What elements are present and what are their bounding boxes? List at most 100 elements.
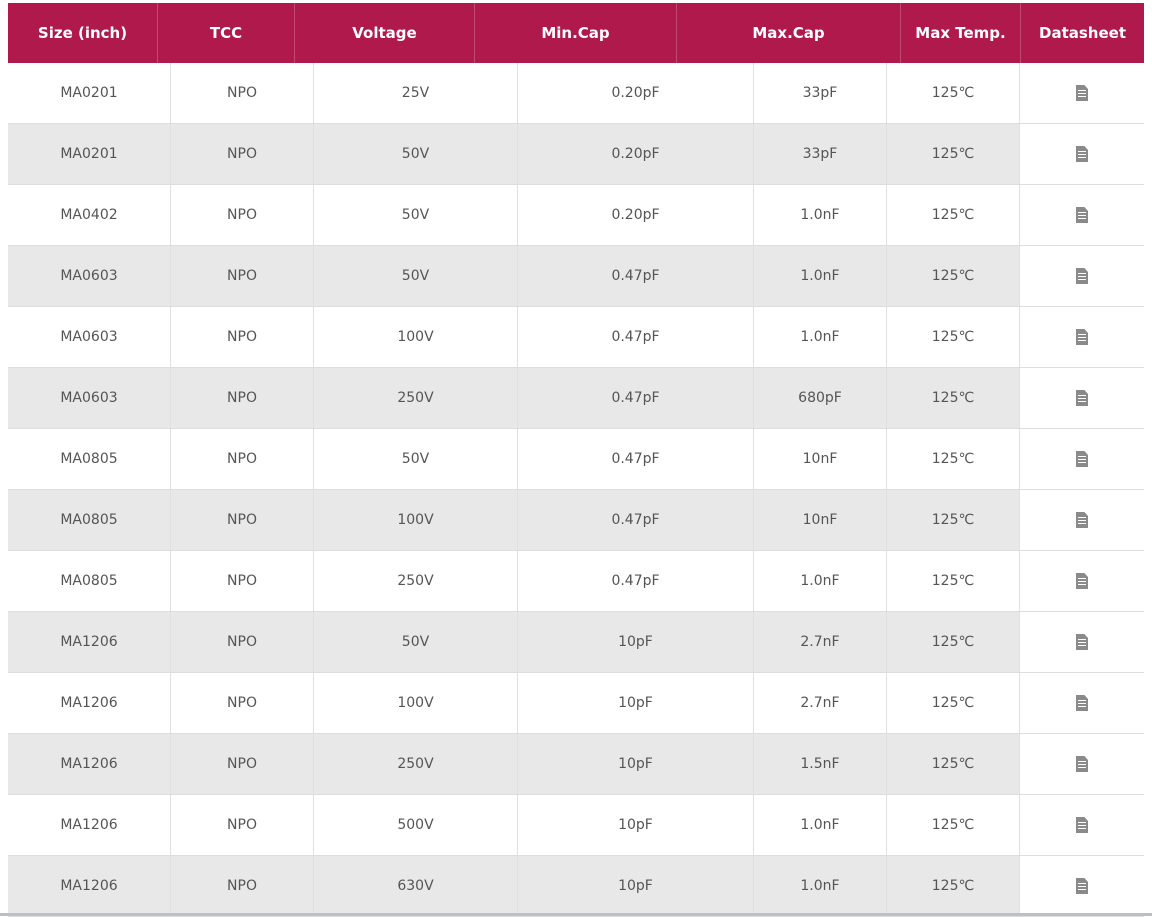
document-icon[interactable] [1076, 878, 1088, 894]
document-icon[interactable] [1076, 390, 1088, 406]
cell-datasheet[interactable] [1020, 673, 1144, 733]
cell-datasheet[interactable] [1020, 124, 1144, 184]
cell-max-cap: 1.0nF [754, 856, 887, 916]
cell-max-cap: 10nF [754, 429, 887, 489]
cell-voltage: 50V [314, 612, 518, 672]
cell-min-cap: 0.47pF [518, 429, 754, 489]
cell-min-cap: 0.47pF [518, 368, 754, 428]
cell-max-temp: 125℃ [887, 124, 1020, 184]
document-icon[interactable] [1076, 573, 1088, 589]
cell-datasheet[interactable] [1020, 429, 1144, 489]
cell-size: MA1206 [8, 795, 171, 855]
cell-min-cap: 0.20pF [518, 185, 754, 245]
cell-tcc: NPO [171, 612, 314, 672]
cell-datasheet[interactable] [1020, 185, 1144, 245]
cell-min-cap: 0.47pF [518, 307, 754, 367]
document-icon[interactable] [1076, 817, 1088, 833]
header-max-temp: Max Temp. [901, 3, 1021, 63]
cell-max-temp: 125℃ [887, 368, 1020, 428]
document-icon[interactable] [1076, 634, 1088, 650]
header-min-cap: Min.Cap [475, 3, 677, 63]
cell-datasheet[interactable] [1020, 490, 1144, 550]
cell-max-temp: 125℃ [887, 856, 1020, 916]
table-row: MA1206 NPO 100V 10pF 2.7nF 125℃ [8, 673, 1144, 734]
cell-size: MA0603 [8, 246, 171, 306]
cell-voltage: 250V [314, 734, 518, 794]
cell-voltage: 250V [314, 551, 518, 611]
cell-size: MA0805 [8, 551, 171, 611]
cell-voltage: 50V [314, 246, 518, 306]
cell-min-cap: 10pF [518, 856, 754, 916]
document-icon[interactable] [1076, 329, 1088, 345]
document-icon[interactable] [1076, 512, 1088, 528]
cell-tcc: NPO [171, 795, 314, 855]
cell-tcc: NPO [171, 307, 314, 367]
document-icon[interactable] [1076, 85, 1088, 101]
table-row: MA0805 NPO 250V 0.47pF 1.0nF 125℃ [8, 551, 1144, 612]
cell-min-cap: 10pF [518, 612, 754, 672]
cell-max-cap: 1.0nF [754, 795, 887, 855]
document-icon[interactable] [1076, 695, 1088, 711]
cell-max-temp: 125℃ [887, 429, 1020, 489]
header-size: Size (inch) [8, 3, 158, 63]
cell-size: MA0603 [8, 307, 171, 367]
cell-min-cap: 10pF [518, 673, 754, 733]
cell-tcc: NPO [171, 734, 314, 794]
cell-max-temp: 125℃ [887, 246, 1020, 306]
cell-max-cap: 33pF [754, 63, 887, 123]
cell-max-cap: 1.0nF [754, 185, 887, 245]
header-voltage: Voltage [295, 3, 475, 63]
cell-max-cap: 1.0nF [754, 307, 887, 367]
cell-datasheet[interactable] [1020, 368, 1144, 428]
cell-size: MA1206 [8, 734, 171, 794]
cell-min-cap: 10pF [518, 734, 754, 794]
table-row: MA1206 NPO 500V 10pF 1.0nF 125℃ [8, 795, 1144, 856]
cell-max-cap: 10nF [754, 490, 887, 550]
cell-min-cap: 0.47pF [518, 490, 754, 550]
cell-size: MA1206 [8, 673, 171, 733]
cell-tcc: NPO [171, 490, 314, 550]
cell-max-cap: 1.0nF [754, 246, 887, 306]
table-row: MA0201 NPO 25V 0.20pF 33pF 125℃ [8, 63, 1144, 124]
document-icon[interactable] [1076, 756, 1088, 772]
cell-datasheet[interactable] [1020, 307, 1144, 367]
cell-tcc: NPO [171, 429, 314, 489]
cell-size: MA0201 [8, 63, 171, 123]
cell-datasheet[interactable] [1020, 63, 1144, 123]
table-row: MA0603 NPO 50V 0.47pF 1.0nF 125℃ [8, 246, 1144, 307]
table-row: MA0603 NPO 100V 0.47pF 1.0nF 125℃ [8, 307, 1144, 368]
cell-voltage: 25V [314, 63, 518, 123]
document-icon[interactable] [1076, 451, 1088, 467]
cell-max-cap: 1.0nF [754, 551, 887, 611]
table-row: MA1206 NPO 250V 10pF 1.5nF 125℃ [8, 734, 1144, 795]
header-max-cap: Max.Cap [677, 3, 901, 63]
document-icon[interactable] [1076, 268, 1088, 284]
cell-voltage: 100V [314, 307, 518, 367]
cell-voltage: 630V [314, 856, 518, 916]
cell-tcc: NPO [171, 185, 314, 245]
cell-max-cap: 33pF [754, 124, 887, 184]
cell-datasheet[interactable] [1020, 795, 1144, 855]
cell-voltage: 50V [314, 124, 518, 184]
cell-datasheet[interactable] [1020, 856, 1144, 916]
cell-max-temp: 125℃ [887, 734, 1020, 794]
cell-datasheet[interactable] [1020, 246, 1144, 306]
cell-max-temp: 125℃ [887, 185, 1020, 245]
document-icon[interactable] [1076, 207, 1088, 223]
cell-tcc: NPO [171, 246, 314, 306]
cell-size: MA1206 [8, 856, 171, 916]
cell-tcc: NPO [171, 856, 314, 916]
cell-datasheet[interactable] [1020, 551, 1144, 611]
cell-datasheet[interactable] [1020, 734, 1144, 794]
cell-max-temp: 125℃ [887, 612, 1020, 672]
cell-max-temp: 125℃ [887, 551, 1020, 611]
cell-max-cap: 1.5nF [754, 734, 887, 794]
cell-tcc: NPO [171, 551, 314, 611]
cell-max-temp: 125℃ [887, 307, 1020, 367]
cell-min-cap: 0.20pF [518, 124, 754, 184]
header-datasheet: Datasheet [1039, 24, 1126, 42]
cell-max-cap: 2.7nF [754, 612, 887, 672]
document-icon[interactable] [1076, 146, 1088, 162]
table-row: MA0402 NPO 50V 0.20pF 1.0nF 125℃ [8, 185, 1144, 246]
cell-datasheet[interactable] [1020, 612, 1144, 672]
